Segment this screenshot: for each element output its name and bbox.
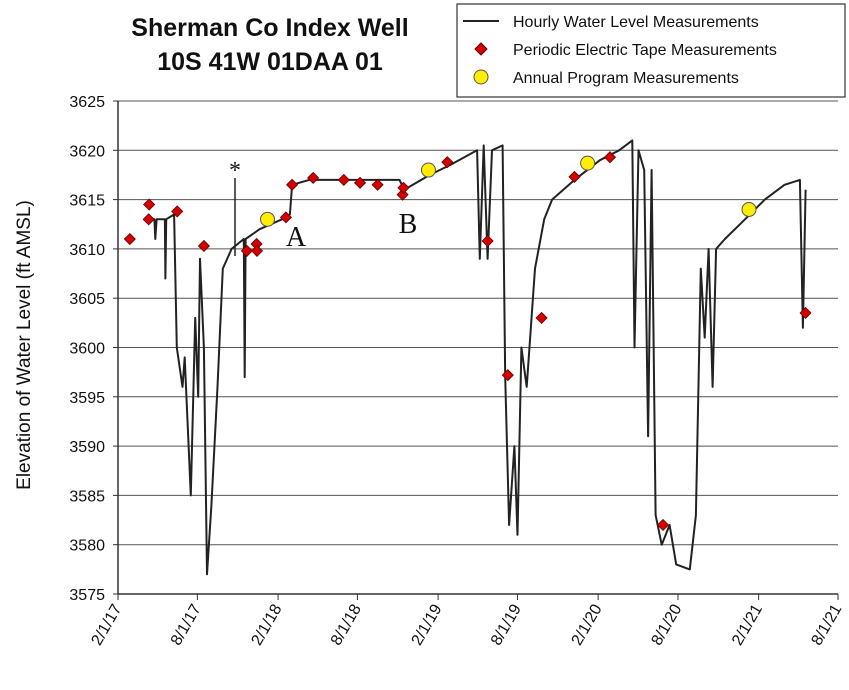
tape-measurement [656, 518, 670, 532]
tape-measurement [123, 232, 136, 246]
tape-measurement [603, 151, 617, 164]
tape-measurement [142, 213, 155, 226]
x-tick-label: 2/1/19 [409, 601, 446, 648]
tape-measurement [535, 311, 548, 324]
legend-swatch [473, 69, 489, 85]
annual-measurement [260, 211, 276, 227]
x-tick-label: 8/1/21 [808, 601, 845, 648]
tape-measurement [396, 188, 409, 201]
x-tick-label: 8/1/19 [488, 601, 525, 648]
x-tick-label: 8/1/20 [648, 601, 685, 648]
tape-measurement [441, 156, 454, 169]
tape-measurement [240, 244, 253, 257]
tape-measurement [397, 181, 410, 194]
y-tick-label: 3600 [69, 341, 105, 358]
y-tick-label: 3625 [69, 94, 105, 111]
chart-subtitle: 10S 41W 01DAA 01 [157, 48, 383, 76]
tape-measurement [568, 170, 581, 183]
annotation: B [399, 209, 418, 240]
annotation: A [286, 222, 307, 253]
y-tick-label: 3575 [69, 587, 105, 604]
series [123, 151, 812, 532]
tape-measurement [197, 239, 211, 253]
tape-measurement [143, 198, 156, 211]
legend-item: Periodic Electric Tape Measurements [474, 42, 777, 59]
legend-item: Hourly Water Level Measurements [463, 14, 759, 31]
legend-label: Hourly Water Level Measurements [513, 14, 759, 31]
tape-measurement [799, 306, 812, 320]
x-tick-label: 8/1/18 [328, 601, 365, 648]
x-tick-label: 2/1/21 [729, 601, 766, 648]
y-tick-label: 3605 [69, 291, 105, 308]
legend-box [456, 3, 846, 98]
tape-measurement [286, 178, 299, 191]
tape-measurement [171, 205, 184, 218]
legend-item: Annual Program Measurements [473, 69, 739, 87]
legend-label: Annual Program Measurements [513, 70, 739, 87]
y-axis-label: Elevation of Water Level (ft AMSL) [14, 200, 35, 490]
water-level-line [143, 139, 807, 576]
tape-measurement [353, 176, 367, 189]
series [260, 155, 757, 227]
y-tick-label: 3610 [69, 242, 105, 259]
legend-swatch [474, 42, 488, 56]
annual-measurement [741, 201, 757, 217]
x-tick-label: 8/1/17 [168, 601, 205, 648]
tape-measurement [501, 369, 514, 382]
annotation: * [229, 158, 241, 184]
tape-measurement [307, 171, 320, 184]
tape-measurement [250, 244, 264, 257]
y-tick-label: 3595 [69, 390, 105, 407]
x-tick-label: 2/1/20 [569, 601, 606, 648]
tape-measurement [481, 234, 494, 248]
y-tick-label: 3590 [69, 439, 105, 456]
x-tick-label: 2/1/18 [249, 601, 286, 648]
y-tick-label: 3615 [69, 193, 105, 210]
series [143, 139, 807, 576]
annual-measurement [420, 162, 436, 178]
x-tick-label: 2/1/17 [88, 601, 125, 648]
y-tick-label: 3585 [69, 488, 105, 505]
tape-measurement [279, 211, 293, 224]
annual-measurement [580, 155, 596, 171]
legend-label: Periodic Electric Tape Measurements [513, 42, 777, 59]
y-tick-label: 3620 [69, 143, 105, 160]
chart-title: Sherman Co Index Well [131, 14, 408, 42]
tape-measurement [371, 178, 384, 191]
y-tick-label: 3580 [69, 538, 105, 555]
tape-measurement [337, 173, 350, 186]
